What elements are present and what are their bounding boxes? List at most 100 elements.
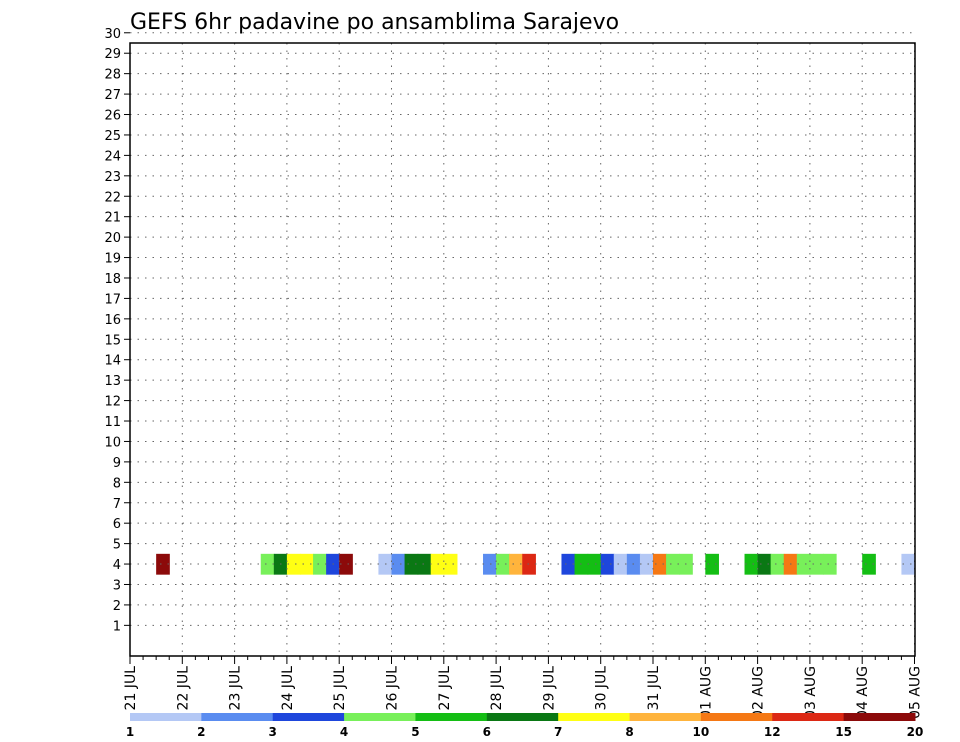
y-tick-label: 13 [104, 374, 121, 389]
y-tick-label: 5 [113, 538, 121, 553]
y-tick-label: 3 [113, 578, 121, 593]
y-tick-label: 21 [104, 211, 121, 226]
y-tick-label: 7 [113, 497, 121, 512]
x-tick-label: 05 AUG [908, 666, 924, 719]
precip-cell [443, 553, 458, 575]
precip-cell [260, 553, 275, 575]
x-tick-label: 23 JUL [228, 666, 244, 711]
y-tick-label: 17 [104, 292, 121, 307]
y-tick-label: 2 [113, 599, 121, 614]
precip-cell [561, 553, 576, 575]
y-tick-label: 14 [104, 354, 121, 369]
y-tick-label: 30 [104, 27, 121, 42]
precip-cell [587, 553, 602, 575]
x-tick-label: 27 JUL [437, 666, 453, 711]
precip-cell [600, 553, 615, 575]
y-tick-label: 16 [104, 313, 121, 328]
y-tick-label: 27 [104, 88, 121, 103]
y-tick-label: 10 [104, 435, 121, 450]
precip-cell [653, 553, 667, 575]
precip-cell [417, 553, 432, 575]
precip-cell [744, 553, 759, 575]
colorbar-label: 12 [764, 725, 781, 739]
x-tick-label: 22 JUL [175, 666, 191, 711]
x-tick-label: 01 AUG [698, 666, 714, 719]
colorbar-swatch [130, 713, 202, 721]
y-tick-label: 9 [113, 456, 121, 471]
y-tick-label: 6 [113, 517, 121, 532]
precip-cell [862, 553, 876, 575]
precip-cell [666, 553, 680, 575]
colorbar-label: 3 [269, 725, 277, 739]
precip-cell [796, 553, 811, 575]
x-tick-label: 02 AUG [751, 666, 767, 719]
x-tick-label: 25 JUL [332, 666, 348, 711]
y-axis-ticks: 1234567891011121314151617181920212223242… [104, 27, 130, 634]
x-tick-label: 28 JUL [489, 666, 505, 711]
colorbar: 1 2 3 4 5 6 7 8 10 12 15 20 [126, 713, 923, 739]
x-tick-label: 03 AUG [803, 666, 819, 719]
x-tick-label: 31 JUL [646, 666, 662, 711]
y-tick-label: 26 [104, 109, 121, 124]
precip-cell [483, 553, 497, 575]
y-tick-label: 19 [104, 252, 121, 267]
x-tick-label: 30 JUL [594, 666, 610, 711]
colorbar-swatch [772, 713, 845, 721]
precip-cell [639, 553, 654, 575]
precip-cell [822, 553, 837, 575]
colorbar-label: 15 [835, 725, 852, 739]
colorbar-swatch [272, 713, 345, 721]
colorbar-swatch [843, 713, 916, 721]
colorbar-swatch [558, 713, 631, 721]
precip-cell [613, 553, 628, 575]
x-tick-label: 24 JUL [280, 666, 296, 711]
y-tick-label: 15 [104, 333, 121, 348]
y-tick-label: 29 [104, 47, 121, 62]
x-tick-label: 04 AUG [855, 666, 871, 719]
precip-cells [156, 553, 915, 575]
precip-cell [404, 553, 419, 575]
colorbar-label: 5 [411, 725, 419, 739]
y-tick-label: 24 [104, 149, 121, 164]
y-tick-label: 18 [104, 272, 121, 287]
precip-cell [522, 553, 536, 575]
precip-cell [496, 553, 510, 575]
colorbar-label: 6 [483, 725, 491, 739]
precip-cell [299, 553, 314, 575]
x-tick-label: 29 JUL [541, 666, 557, 711]
y-tick-label: 8 [113, 476, 121, 491]
colorbar-label: 1 [126, 725, 134, 739]
y-tick-label: 28 [104, 68, 121, 83]
colorbar-swatch [415, 713, 488, 721]
colorbar-swatch [486, 713, 559, 721]
colorbar-swatch [629, 713, 702, 721]
precip-cell [313, 553, 327, 575]
colorbar-swatch [700, 713, 773, 721]
precip-cell [339, 553, 353, 575]
y-tick-label: 12 [104, 395, 121, 410]
colorbar-swatch [344, 713, 416, 721]
x-axis-ticks: 21 JUL 22 JUL 23 JUL 24 JUL 25 JUL 26 JUL 27 J… [123, 656, 924, 719]
y-tick-label: 20 [104, 231, 121, 246]
y-tick-label: 22 [104, 190, 121, 205]
precip-cell [809, 553, 824, 575]
colorbar-label: 10 [693, 725, 710, 739]
grid-lines [130, 32, 915, 656]
x-tick-label: 21 JUL [123, 666, 139, 711]
colorbar-label: 4 [340, 725, 348, 739]
precip-cell [757, 553, 772, 575]
x-tick-label: 26 JUL [385, 666, 401, 711]
precip-cell [770, 553, 785, 575]
colorbar-label: 2 [197, 725, 205, 739]
precip-cell [286, 553, 301, 575]
colorbar-label: 8 [625, 725, 633, 739]
y-tick-label: 1 [113, 619, 121, 634]
precip-cell [901, 553, 915, 575]
colorbar-label: 7 [554, 725, 562, 739]
precip-cell [705, 553, 719, 575]
colorbar-swatch [201, 713, 274, 721]
y-tick-label: 23 [104, 170, 121, 185]
precip-cell [156, 553, 170, 575]
y-tick-label: 11 [104, 415, 121, 430]
